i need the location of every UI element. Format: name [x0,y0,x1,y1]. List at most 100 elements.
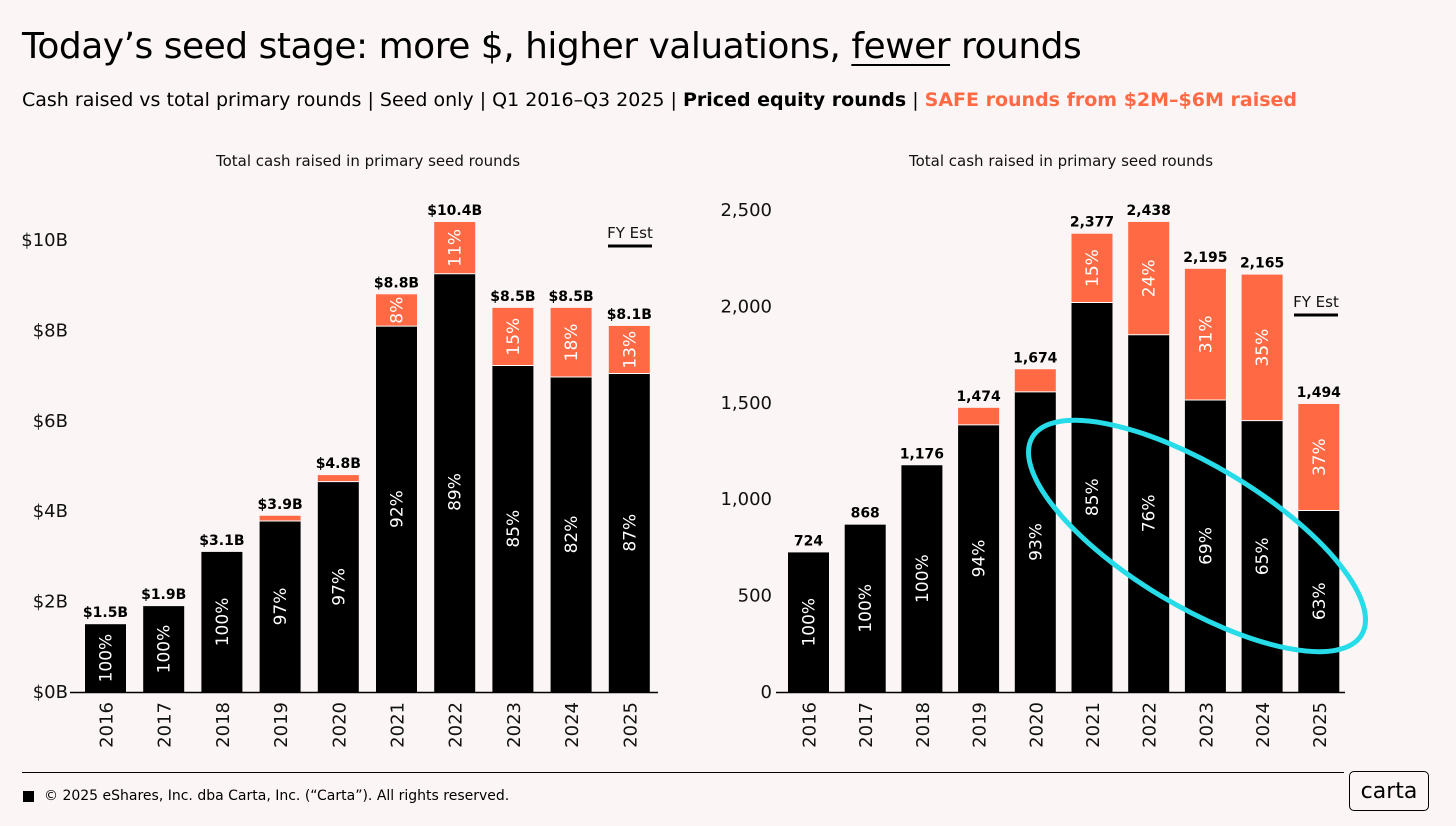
y-tick-label: 1,500 [720,393,772,414]
x-tick-label: 2024 [1253,702,1274,748]
bar-total-label: $1.9B [141,587,186,603]
x-tick-label: 2019 [271,702,292,748]
bar-priced-label: 85% [504,510,524,548]
x-tick-label: 2017 [856,702,877,748]
y-tick-label: $6B [33,411,68,432]
fy-est-annotation: FY Est [607,224,653,242]
y-tick-label: $4B [33,501,68,522]
bar-priced-label: 100% [213,598,233,647]
bar-priced-label: 93% [1026,523,1046,561]
bar-total-label: 2,195 [1183,250,1227,266]
bar-priced [958,424,1000,692]
bar-priced [550,377,592,692]
bar-priced-label: 92% [388,490,408,528]
y-tick-label: 1,000 [720,489,772,510]
bar-total-label: 2,165 [1240,256,1284,272]
x-tick-label: 2016 [800,702,821,748]
bar-priced [1184,399,1226,692]
legend-priced: Priced equity rounds [682,89,907,111]
bar-total-label: 1,474 [956,389,1001,405]
y-tick-label: 500 [738,586,772,607]
bar-total-label: 2,438 [1127,203,1171,219]
bar-priced [376,326,417,692]
y-tick-label: $10B [21,230,68,251]
fy-est-underline [608,244,652,248]
bar-safe [1184,268,1226,400]
x-tick-label: 2016 [97,702,118,748]
x-tick-label: 2017 [155,702,176,748]
fy-est-underline [1294,313,1338,317]
bar-priced [143,606,185,692]
bar-priced-label: 82% [562,516,582,554]
x-tick-label: 2023 [1196,702,1217,748]
bar-safe-label: 15% [504,318,524,356]
bar-priced-label: 97% [271,588,291,626]
bar-priced-label: 89% [446,473,466,511]
bar-safe [434,222,476,274]
x-tick-label: 2020 [329,702,350,748]
bar-priced-label: 85% [1083,478,1103,516]
chart-title: Total cash raised in primary seed rounds [908,152,1213,170]
x-tick-label: 2025 [1310,702,1331,748]
bar-total-label: $3.9B [257,497,302,513]
bar-safe [1298,403,1340,511]
y-tick-label: 2,500 [720,200,772,221]
x-tick-label: 2022 [1140,702,1161,748]
bar-priced-label: 87% [620,514,640,552]
bar-total-label: 1,176 [900,446,944,462]
bar-priced [201,551,243,692]
bar-safe [608,325,650,374]
bar-priced [1014,391,1056,692]
bar-priced [901,465,943,692]
bar-safe-label: 11% [446,229,466,267]
bar-total-label: $8.5B [490,289,535,305]
bar-priced-label: 76% [1140,494,1160,532]
bar-safe-label: 37% [1310,438,1330,476]
bar-safe [1014,369,1056,392]
y-tick-label: 0 [761,682,772,703]
bar-priced [844,524,886,692]
bar-safe [1241,274,1283,421]
bar-safe-label: 31% [1196,316,1216,354]
bar-total-label: 2,377 [1070,215,1114,231]
bar-priced [492,365,534,692]
fy-est-annotation: FY Est [1293,293,1339,311]
x-tick-label: 2025 [620,702,641,748]
bar-safe-label: 13% [620,331,640,369]
bar-total-label: $1.5B [83,605,128,621]
bar-total-label: $3.1B [199,533,244,549]
y-tick-label: 2,000 [720,296,772,317]
highlight-ellipse [1026,417,1368,655]
bar-priced [788,552,829,692]
page-title: Today’s seed stage: more $, higher valua… [22,26,1082,67]
bar-total-label: $8.1B [607,307,652,323]
title-underlined-word: fewer [851,26,951,67]
x-tick-label: 2018 [213,702,234,748]
bar-safe-label: 35% [1253,329,1273,367]
bar-safe-label: 24% [1140,259,1160,297]
bar-priced-label: 100% [856,584,876,633]
bar-safe [492,307,534,366]
y-tick-label: $2B [33,592,68,613]
x-tick-label: 2023 [504,702,525,748]
bar-priced-label: 63% [1310,582,1330,620]
bar-safe [317,475,359,482]
bar-safe [958,407,1000,425]
footer-square-icon [23,791,34,802]
bar-priced-label: 97% [329,568,349,606]
footer-copyright: © 2025 eShares, Inc. dba Carta, Inc. (“C… [44,788,510,804]
bar-priced [317,481,359,692]
bar-total-label: $8.8B [374,275,419,291]
bar-total-label: $4.8B [316,456,361,472]
bar-priced [85,624,126,692]
x-tick-label: 2020 [1026,702,1047,748]
legend-safe: SAFE rounds from $2M–$6M raised [924,89,1298,111]
bar-safe-label: 8% [388,297,408,324]
subtitle-text: Cash raised vs total primary rounds | Se… [22,89,683,111]
bar-priced [259,521,301,692]
bar-priced [608,373,650,692]
bar-safe [1071,233,1113,303]
bar-priced [434,273,476,692]
bar-total-label: 1,494 [1297,385,1342,401]
